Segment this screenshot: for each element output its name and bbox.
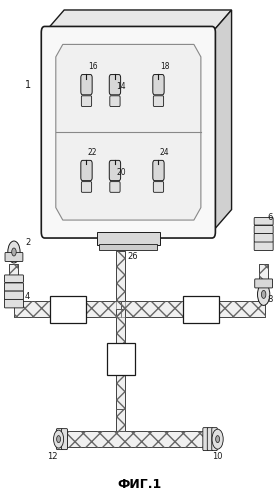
FancyBboxPatch shape — [107, 343, 135, 375]
Circle shape — [12, 248, 16, 256]
Circle shape — [8, 241, 20, 263]
FancyBboxPatch shape — [81, 182, 92, 192]
Polygon shape — [45, 10, 232, 32]
FancyBboxPatch shape — [254, 242, 273, 250]
Polygon shape — [9, 264, 18, 279]
Polygon shape — [116, 409, 125, 431]
FancyBboxPatch shape — [153, 96, 163, 106]
Polygon shape — [259, 264, 268, 279]
Text: 1: 1 — [25, 80, 31, 90]
Text: 18: 18 — [160, 62, 169, 71]
FancyBboxPatch shape — [110, 182, 120, 192]
Polygon shape — [14, 301, 121, 317]
Text: 6: 6 — [268, 213, 273, 222]
Circle shape — [261, 290, 266, 298]
FancyBboxPatch shape — [41, 26, 215, 238]
FancyBboxPatch shape — [110, 96, 120, 106]
Text: 4: 4 — [25, 292, 30, 301]
FancyBboxPatch shape — [153, 74, 164, 95]
Polygon shape — [67, 431, 204, 447]
FancyBboxPatch shape — [109, 74, 121, 95]
Text: 16: 16 — [88, 62, 97, 71]
FancyBboxPatch shape — [81, 96, 92, 106]
Circle shape — [258, 283, 270, 305]
Polygon shape — [116, 309, 125, 409]
FancyBboxPatch shape — [153, 160, 164, 181]
Polygon shape — [116, 251, 125, 309]
FancyBboxPatch shape — [4, 283, 23, 291]
FancyBboxPatch shape — [5, 252, 23, 261]
Circle shape — [212, 429, 223, 449]
Bar — [97, 232, 160, 245]
FancyBboxPatch shape — [81, 160, 92, 181]
Text: 8: 8 — [268, 295, 273, 304]
FancyBboxPatch shape — [207, 428, 213, 451]
FancyBboxPatch shape — [254, 234, 273, 242]
Polygon shape — [121, 301, 265, 317]
Text: 10: 10 — [212, 452, 223, 461]
FancyBboxPatch shape — [212, 428, 217, 451]
Text: 2: 2 — [25, 238, 30, 247]
Polygon shape — [212, 10, 232, 232]
FancyBboxPatch shape — [50, 295, 86, 323]
FancyBboxPatch shape — [109, 160, 121, 181]
FancyBboxPatch shape — [255, 279, 273, 288]
Text: 24: 24 — [160, 148, 169, 157]
Text: 20: 20 — [116, 168, 126, 177]
FancyBboxPatch shape — [4, 291, 23, 299]
FancyBboxPatch shape — [4, 275, 23, 282]
Polygon shape — [56, 44, 201, 220]
Text: 22: 22 — [88, 148, 97, 157]
Text: 26: 26 — [128, 252, 138, 261]
FancyBboxPatch shape — [183, 295, 219, 323]
Text: 12: 12 — [47, 452, 58, 461]
Text: 14: 14 — [116, 82, 126, 91]
FancyBboxPatch shape — [254, 226, 273, 234]
FancyBboxPatch shape — [56, 429, 62, 450]
FancyBboxPatch shape — [153, 182, 163, 192]
Circle shape — [54, 430, 64, 448]
Circle shape — [57, 436, 61, 443]
Text: ФИГ.1: ФИГ.1 — [117, 478, 162, 491]
FancyBboxPatch shape — [254, 218, 273, 225]
FancyBboxPatch shape — [203, 428, 208, 451]
FancyBboxPatch shape — [4, 299, 23, 308]
Circle shape — [216, 436, 220, 443]
Bar — [99, 244, 157, 250]
FancyBboxPatch shape — [81, 74, 92, 95]
FancyBboxPatch shape — [61, 429, 68, 450]
